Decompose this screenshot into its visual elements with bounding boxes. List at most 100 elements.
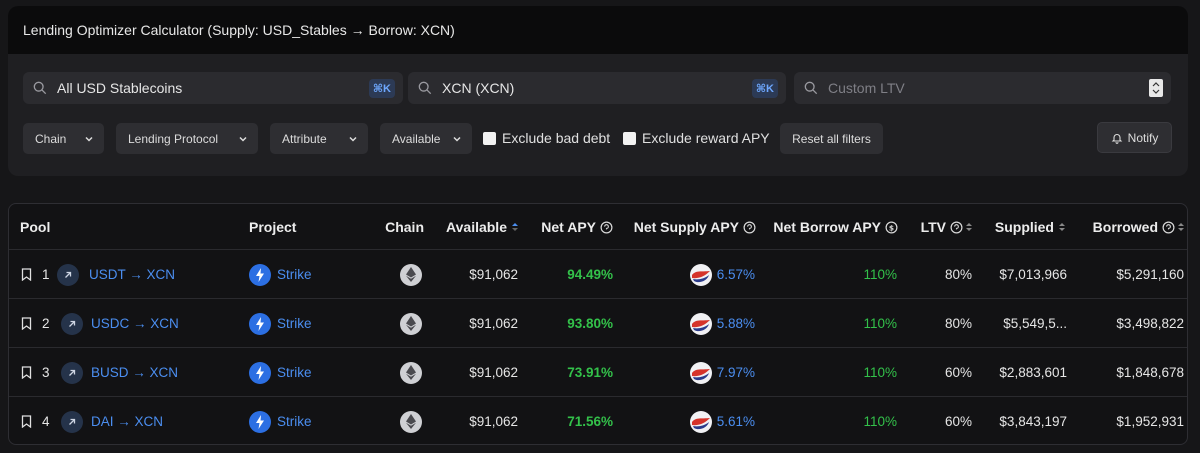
attribute-filter[interactable]: Attribute: [270, 123, 368, 154]
chain-filter-label: Chain: [35, 131, 67, 146]
help-circle-icon[interactable]: [950, 221, 963, 234]
search-icon: [418, 81, 432, 95]
reward-token-icon: [689, 312, 712, 335]
bookmark-button[interactable]: [21, 397, 32, 444]
header-available[interactable]: Available: [429, 204, 519, 250]
pool-link[interactable]: BUSD → XCN: [91, 365, 179, 380]
project-cell[interactable]: Strike: [249, 397, 312, 444]
net-borrow-apy-value: 110%: [863, 316, 897, 331]
header-project[interactable]: Project: [249, 204, 296, 250]
available-filter[interactable]: Available: [380, 123, 472, 154]
net-apy-value: 71.56%: [567, 414, 613, 429]
bookmark-icon: [21, 415, 32, 428]
net-supply-apy-cell[interactable]: 6.57%: [649, 250, 755, 299]
lending-protocol-label: Lending Protocol: [128, 131, 219, 146]
header-supplied[interactable]: Supplied: [984, 204, 1066, 250]
net-apy-value: 73.91%: [567, 365, 613, 380]
supplied-value: $5,549,5...: [1003, 316, 1067, 331]
ethereum-icon: [400, 250, 422, 299]
chain-filter[interactable]: Chain: [23, 123, 104, 154]
header-chain-label: Chain: [385, 219, 424, 235]
exclude-reward-apy-checkbox[interactable]: Exclude reward APY: [623, 130, 770, 146]
open-pool-button[interactable]: [61, 299, 83, 348]
supply-asset-search[interactable]: All USD Stablecoins ⌘K: [23, 72, 403, 104]
available-value: $91,062: [469, 316, 518, 331]
header-net-supply-apy-label: Net Supply APY: [633, 219, 739, 235]
net-supply-apy-value: 5.61%: [716, 414, 755, 429]
row-rank: 4: [42, 414, 50, 429]
bookmark-button[interactable]: [21, 250, 32, 299]
header-net-apy[interactable]: Net APY: [529, 204, 613, 250]
table-row[interactable]: 3 BUSD → XCN Strike $91,062 73.91% 7.97%…: [9, 348, 1187, 397]
pool-link[interactable]: DAI → XCN: [91, 414, 164, 429]
open-pool-button[interactable]: [57, 250, 79, 299]
header-ltv-label: LTV: [920, 219, 946, 235]
supply-asset-value: All USD Stablecoins: [57, 80, 183, 96]
pool-link[interactable]: USDC → XCN: [91, 316, 179, 331]
header-net-borrow-apy[interactable]: Net Borrow APY $: [766, 204, 898, 250]
help-circle-icon[interactable]: [1162, 221, 1175, 234]
borrow-asset-search[interactable]: XCN (XCN) ⌘K: [408, 72, 786, 104]
open-pool-button[interactable]: [61, 348, 83, 397]
table-row[interactable]: 2 USDC → XCN Strike $91,062 93.80% 5.88%…: [9, 299, 1187, 348]
header-chain[interactable]: Chain: [369, 204, 424, 250]
ltv-value: 80%: [944, 267, 972, 282]
net-supply-apy-value: 6.57%: [716, 267, 755, 282]
help-circle-icon[interactable]: [743, 221, 756, 234]
net-supply-apy-value: 5.88%: [716, 316, 755, 331]
header-ltv[interactable]: LTV: [909, 204, 973, 250]
external-arrow-icon: [69, 418, 76, 425]
header-pool[interactable]: Pool: [20, 204, 50, 250]
header-borrowed[interactable]: Borrowed: [1074, 204, 1185, 250]
checkbox-box[interactable]: [623, 131, 636, 145]
custom-ltv-input[interactable]: Custom LTV: [794, 72, 1171, 104]
stepper-arrows-icon: [1152, 82, 1160, 94]
reward-token-icon: [689, 263, 712, 286]
lightning-icon: [249, 263, 271, 286]
bookmark-icon: [21, 366, 32, 379]
project-cell[interactable]: Strike: [249, 250, 312, 299]
net-supply-apy-cell[interactable]: 5.61%: [649, 397, 755, 444]
project-cell[interactable]: Strike: [249, 299, 312, 348]
supplied-value: $3,843,197: [999, 414, 1067, 429]
sort-icon: [512, 223, 518, 231]
project-cell[interactable]: Strike: [249, 348, 312, 397]
dollar-circle-icon[interactable]: $: [885, 221, 898, 234]
open-pool-button[interactable]: [61, 397, 83, 444]
reset-filters-button[interactable]: Reset all filters: [780, 123, 883, 154]
available-value: $91,062: [469, 365, 518, 380]
net-supply-apy-cell[interactable]: 5.88%: [649, 299, 755, 348]
exclude-bad-debt-checkbox[interactable]: Exclude bad debt: [483, 130, 610, 146]
borrow-asset-value: XCN (XCN): [442, 80, 515, 96]
header-supplied-label: Supplied: [994, 219, 1054, 235]
project-name: Strike: [277, 365, 312, 380]
exclude-bad-debt-label: Exclude bad debt: [502, 130, 611, 146]
table-row[interactable]: 4 DAI → XCN Strike $91,062 71.56% 5.61% …: [9, 397, 1187, 444]
search-icon: [33, 81, 47, 95]
ltv-value: 60%: [944, 414, 972, 429]
supplied-value: $2,883,601: [999, 365, 1067, 380]
checkbox-box[interactable]: [483, 131, 496, 145]
header-net-supply-apy[interactable]: Net Supply APY: [619, 204, 756, 250]
header-available-label: Available: [446, 219, 507, 235]
lightning-icon: [249, 410, 271, 433]
reset-filters-label: Reset all filters: [792, 131, 871, 146]
table-row[interactable]: 1 USDT → XCN Strike $91,062 94.49% 6.57%…: [9, 250, 1187, 299]
number-stepper[interactable]: [1149, 79, 1163, 97]
ethereum-icon: [400, 299, 422, 348]
net-supply-apy-cell[interactable]: 7.97%: [649, 348, 755, 397]
project-name: Strike: [277, 316, 312, 331]
lightning-icon: [249, 361, 271, 384]
lending-protocol-filter[interactable]: Lending Protocol: [116, 123, 258, 154]
header-pool-label: Pool: [20, 219, 51, 235]
bookmark-icon: [21, 317, 32, 330]
pool-link[interactable]: USDT → XCN: [89, 267, 176, 282]
reward-token-icon: [689, 410, 712, 433]
notify-button[interactable]: Notify: [1097, 122, 1172, 153]
bookmark-button[interactable]: [21, 348, 32, 397]
available-filter-label: Available: [392, 131, 441, 146]
help-circle-icon[interactable]: [600, 221, 613, 234]
borrowed-value: $5,291,160: [1116, 267, 1184, 282]
bookmark-button[interactable]: [21, 299, 32, 348]
chevron-down-icon: [85, 136, 93, 142]
